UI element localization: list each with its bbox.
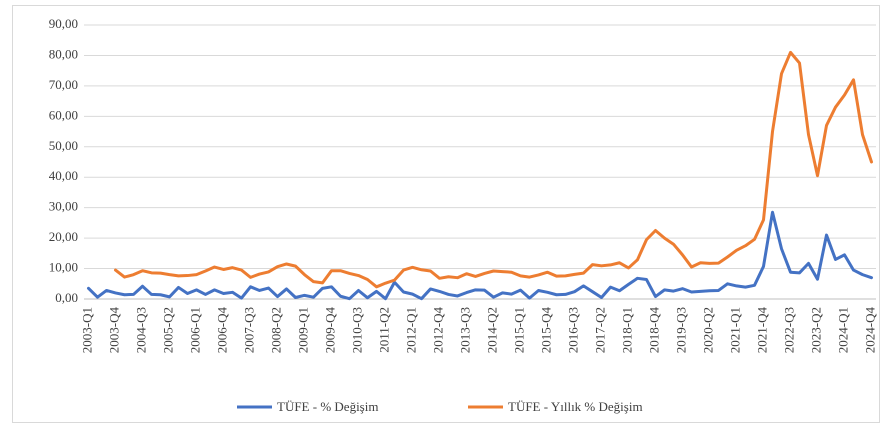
x-tick-label: 2008-Q2 xyxy=(268,307,283,353)
y-tick-label: 30,00 xyxy=(49,199,78,214)
x-tick-label: 2004-Q3 xyxy=(133,307,148,353)
x-tick-label: 2015-Q4 xyxy=(538,307,553,354)
x-tick-label: 2024-Q4 xyxy=(862,307,877,354)
x-tick-label: 2012-Q4 xyxy=(430,307,445,354)
x-tick-label: 2015-Q1 xyxy=(511,307,526,353)
y-tick-label: 80,00 xyxy=(49,46,78,61)
x-tick-label: 2018-Q1 xyxy=(619,307,634,353)
legend-label: TÜFE - Yıllık % Değişim xyxy=(508,399,643,414)
x-tick-label: 2021-Q1 xyxy=(727,307,742,353)
y-tick-label: 60,00 xyxy=(49,107,78,122)
x-tick-label: 2003-Q1 xyxy=(79,307,94,353)
y-tick-label: 90,00 xyxy=(49,16,78,31)
x-tick-label: 2024-Q1 xyxy=(835,307,850,353)
x-tick-label: 2023-Q2 xyxy=(808,307,823,353)
x-tick-label: 2014-Q2 xyxy=(484,307,499,353)
y-tick-label: 0,00 xyxy=(55,290,78,305)
x-tick-label: 2021-Q4 xyxy=(754,307,769,354)
series-line xyxy=(87,210,873,301)
x-tick-label: 2020-Q2 xyxy=(700,307,715,353)
x-tick-label: 2009-Q1 xyxy=(295,307,310,353)
series-line xyxy=(114,50,873,289)
x-tick-label: 2009-Q4 xyxy=(322,307,337,354)
chart-border xyxy=(12,5,880,423)
x-tick-label: 2010-Q3 xyxy=(349,307,364,353)
x-tick-label: 2012-Q1 xyxy=(403,307,418,353)
y-tick-label: 70,00 xyxy=(49,77,78,92)
y-tick-label: 20,00 xyxy=(49,229,78,244)
y-tick-label: 40,00 xyxy=(49,168,78,183)
x-tick-label: 2016-Q3 xyxy=(565,307,580,353)
x-tick-label: 2006-Q4 xyxy=(214,307,229,354)
x-tick-label: 2011-Q2 xyxy=(376,307,391,353)
x-tick-label: 2007-Q3 xyxy=(241,307,256,353)
x-tick-label: 2018-Q4 xyxy=(646,307,661,354)
x-tick-label: 2022-Q3 xyxy=(781,307,796,353)
x-tick-label: 2003-Q4 xyxy=(106,307,121,354)
x-tick-label: 2006-Q1 xyxy=(187,307,202,353)
x-tick-label: 2017-Q2 xyxy=(592,307,607,353)
legend-label: TÜFE - % Değişim xyxy=(277,399,378,414)
y-tick-label: 10,00 xyxy=(49,260,78,275)
x-tick-label: 2013-Q3 xyxy=(457,307,472,353)
x-tick-label: 2005-Q2 xyxy=(160,307,175,353)
x-tick-label: 2019-Q3 xyxy=(673,307,688,353)
y-tick-label: 50,00 xyxy=(49,138,78,153)
